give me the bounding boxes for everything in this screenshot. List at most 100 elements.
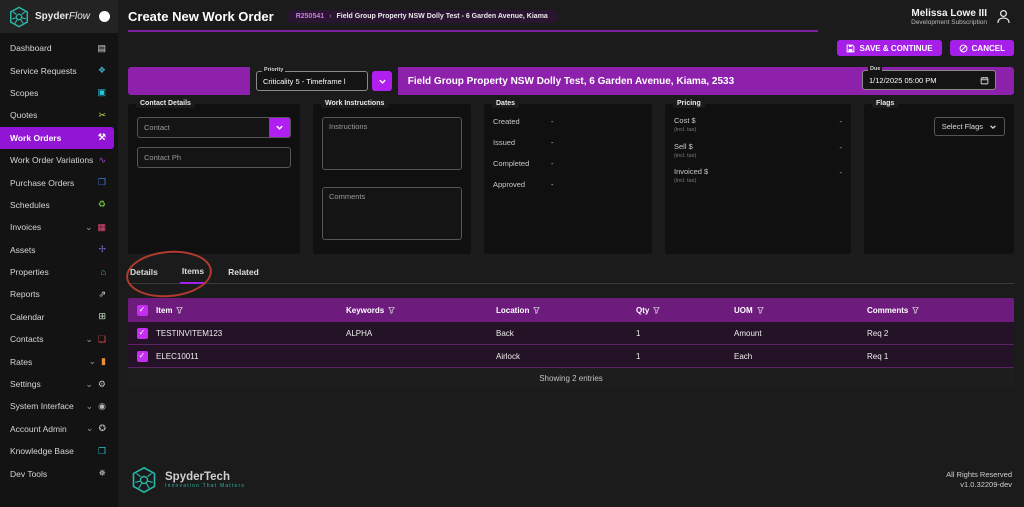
sidebar-logo-row: SpyderFlow <box>0 0 118 33</box>
sidebar-item-label: Scopes <box>10 87 39 98</box>
comments-textarea[interactable] <box>322 187 462 240</box>
sidebar-toggle[interactable] <box>99 11 110 22</box>
chevron-down-icon <box>990 124 996 129</box>
sidebar-item-label: Settings <box>10 379 41 390</box>
sidebar-item-knowledge-base[interactable]: Knowledge Base ❐ <box>0 440 114 462</box>
sidebar-item-purchase-orders[interactable]: Purchase Orders ❒ <box>0 171 114 193</box>
cancel-button[interactable]: CANCEL <box>949 40 1014 56</box>
priority-dropdown-button[interactable] <box>372 71 392 91</box>
instructions-textarea[interactable] <box>322 117 462 170</box>
cell-qty: 1 <box>636 351 641 361</box>
sidebar-item-label: Rates <box>10 356 33 367</box>
sidebar-item-label: System Interface <box>10 401 74 412</box>
calendar-icon[interactable] <box>980 76 989 85</box>
cell-qty: 1 <box>636 328 641 338</box>
panel-title: Flags <box>872 99 899 108</box>
date-row-created: Created - <box>493 117 554 126</box>
column-header-item[interactable]: Item <box>156 306 346 315</box>
sidebar-item-label: Assets <box>10 244 36 255</box>
sidebar-item-calendar[interactable]: Calendar ⊞ <box>0 306 114 328</box>
chevron-down-icon[interactable]: ⌄ <box>85 423 94 434</box>
sidebar-item-account-admin[interactable]: Account Admin ⌄ ✪ <box>0 418 114 440</box>
row-checkbox[interactable]: ✓ <box>136 327 148 339</box>
column-header-uom[interactable]: UOM <box>734 306 867 315</box>
sidebar-item-label: Contacts <box>10 334 44 345</box>
column-header-comments[interactable]: Comments <box>867 306 1014 315</box>
sidebar-item-schedules[interactable]: Schedules ♻ <box>0 194 114 216</box>
sidebar-item-assets[interactable]: Assets ✢ <box>0 239 114 261</box>
contact-dropdown-button[interactable] <box>269 118 290 137</box>
sidebar-item-label: Invoices <box>10 222 42 233</box>
sidebar-item-settings[interactable]: Settings ⌄ ⚙ <box>0 373 114 395</box>
calendar-icon: ⊞ <box>98 311 106 322</box>
column-header-qty[interactable]: Qty <box>636 306 734 315</box>
chevron-down-icon[interactable]: ⌄ <box>85 400 94 411</box>
column-header-location[interactable]: Location <box>496 306 636 315</box>
sidebar-item-rates[interactable]: Rates ⌄ ▮ <box>0 350 114 372</box>
sidebar-item-dev-tools[interactable]: Dev Tools ✵ <box>0 462 114 484</box>
filter-icon[interactable] <box>756 306 764 314</box>
sidebar-item-reports[interactable]: Reports ⇗ <box>0 283 114 305</box>
footer-company-name: SpyderTech <box>165 470 230 483</box>
sidebar-nav: Dashboard ▤ Service Requests ❖ Scopes ▣ … <box>0 33 118 507</box>
rights-text: All Rights Reserved <box>946 469 1012 479</box>
select-flags-dropdown[interactable]: Select Flags <box>933 117 1005 136</box>
knowledge-base-icon: ❐ <box>97 445 106 456</box>
sidebar-item-scopes[interactable]: Scopes ▣ <box>0 82 114 104</box>
sidebar-item-dashboard[interactable]: Dashboard ▤ <box>0 37 114 59</box>
contact-phone-input[interactable] <box>137 147 291 168</box>
sidebar-item-quotes[interactable]: Quotes ✂ <box>0 104 114 126</box>
row-checkbox[interactable]: ✓ <box>136 350 148 362</box>
detail-panels: Contact Details Contact Work Instruction… <box>128 99 1014 254</box>
sidebar-item-label: Reports <box>10 289 40 300</box>
sidebar-item-label: Dev Tools <box>10 468 48 479</box>
sidebar-item-service-requests[interactable]: Service Requests ❖ <box>0 59 114 81</box>
chevron-down-icon[interactable]: ⌄ <box>84 221 93 232</box>
panel-title: Contact Details <box>136 99 195 108</box>
sidebar-item-label: Service Requests <box>10 65 77 76</box>
panel-title: Work Instructions <box>321 99 389 108</box>
table-row[interactable]: ✓ TESTINVITEM123 ALPHA Back 1 Amount Req… <box>128 322 1014 345</box>
column-header-keywords[interactable]: Keywords <box>346 306 496 315</box>
filter-icon[interactable] <box>388 306 396 314</box>
breadcrumb-separator: › <box>329 13 332 20</box>
sidebar-item-work-orders[interactable]: Work Orders ⚒ <box>0 126 114 149</box>
banner-segment-left <box>128 67 250 95</box>
sidebar-item-invoices[interactable]: Invoices ⌄ ▦ <box>0 216 114 238</box>
quotes-icon: ✂ <box>98 109 106 120</box>
save-continue-button[interactable]: SAVE & CONTINUE <box>837 40 942 56</box>
footer-brand: SpyderTech Innovation That Matters <box>130 466 245 494</box>
work-order-banner: Priority Criticality 5 - Timeframe l Due… <box>128 66 1014 95</box>
tab-details[interactable]: Details <box>130 267 158 277</box>
priority-select[interactable]: Priority Criticality 5 - Timeframe l <box>256 67 368 91</box>
items-table: ✓ Item Keywords Location Qty UOM Comment… <box>128 298 1014 388</box>
sidebar-item-work-order-variations[interactable]: Work Order Variations ∿ <box>0 149 114 171</box>
chevron-down-icon[interactable]: ⌄ <box>85 333 93 344</box>
settings-gear-icon: ⚙ <box>97 378 106 389</box>
tab-bar: Details Items Related <box>124 247 1014 301</box>
sidebar-item-system-interface[interactable]: System Interface ⌄ ◉ <box>0 395 114 417</box>
table-row[interactable]: ✓ ELEC10011 Airlock 1 Each Req 1 <box>128 345 1014 368</box>
sidebar-item-label: Schedules <box>10 199 50 210</box>
sidebar-item-contacts[interactable]: Contacts ⌄ ❏ <box>0 328 114 350</box>
sidebar-item-properties[interactable]: Properties ⌂ <box>0 261 114 283</box>
user-profile-icon[interactable] <box>995 8 1012 25</box>
page-title: Create New Work Order <box>128 9 274 24</box>
filter-icon[interactable] <box>533 306 541 314</box>
filter-icon[interactable] <box>912 306 920 314</box>
tab-related[interactable]: Related <box>228 267 259 277</box>
filter-icon[interactable] <box>176 306 184 314</box>
sidebar-item-label: Knowledge Base <box>10 446 74 457</box>
filter-icon[interactable] <box>653 306 661 314</box>
tab-items[interactable]: Items <box>179 266 207 284</box>
system-interface-icon: ◉ <box>98 400 106 411</box>
due-value: 1/12/2025 05:00 PM <box>869 75 937 85</box>
chevron-down-icon[interactable]: ⌄ <box>88 356 97 367</box>
breadcrumb[interactable]: R250541 › Field Group Property NSW Dolly… <box>285 10 558 23</box>
select-all-checkbox[interactable]: ✓ <box>136 304 148 316</box>
due-datetime-field[interactable]: Due 1/12/2025 05:00 PM <box>862 66 996 90</box>
contact-select[interactable]: Contact <box>137 117 291 138</box>
cell-uom: Amount <box>734 328 762 338</box>
chevron-down-icon[interactable]: ⌄ <box>85 378 93 389</box>
